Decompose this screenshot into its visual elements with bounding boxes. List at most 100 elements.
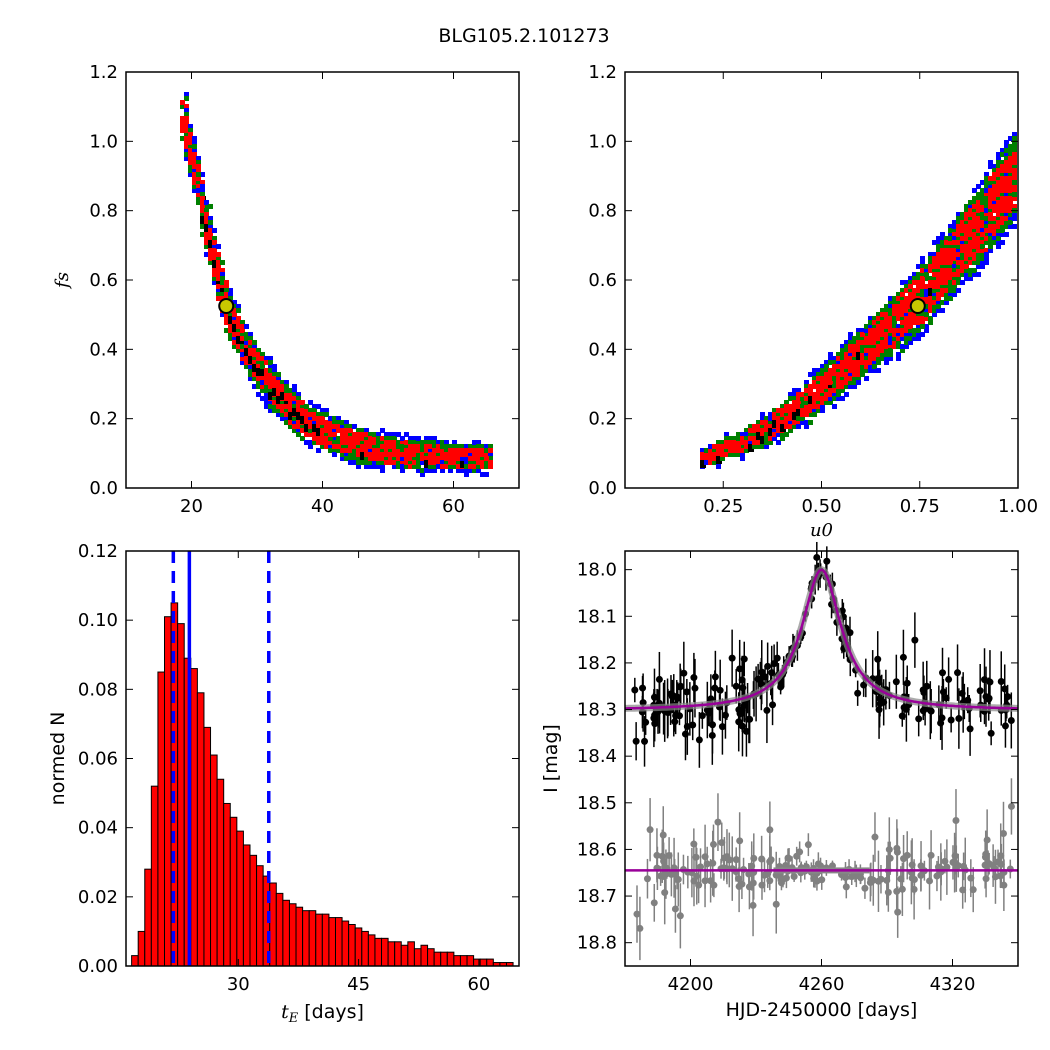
posterior-cell: [884, 360, 889, 365]
posterior-cell: [776, 416, 781, 421]
chain-sample: [204, 224, 210, 232]
posterior-cell: [324, 428, 329, 433]
posterior-cell: [720, 444, 725, 449]
posterior-cell: [764, 432, 769, 437]
posterior-cell: [956, 220, 961, 225]
posterior-cell: [348, 448, 353, 453]
posterior-cell: [808, 392, 813, 397]
histogram-bar: [367, 934, 376, 967]
posterior-cell: [468, 448, 473, 453]
posterior-cell: [948, 236, 953, 241]
posterior-cell: [364, 436, 369, 441]
posterior-cell: [964, 204, 969, 209]
posterior-cell: [876, 336, 881, 341]
posterior-cell: [396, 464, 401, 469]
posterior-cell: [928, 304, 933, 309]
posterior-cell: [388, 436, 393, 441]
posterior-cell: [192, 148, 197, 153]
posterior-cell: [728, 452, 733, 457]
residual-point: [703, 860, 711, 868]
posterior-cell: [800, 404, 805, 409]
data-point: [672, 712, 680, 720]
posterior-cell: [188, 160, 193, 165]
x-tick-label: 0.50: [801, 496, 841, 517]
posterior-cell: [356, 428, 361, 433]
posterior-cell: [204, 220, 209, 225]
posterior-cell: [804, 392, 809, 397]
posterior-cell: [284, 408, 289, 413]
posterior-cell: [888, 336, 893, 341]
posterior-cell: [976, 196, 981, 201]
posterior-cell: [932, 312, 937, 317]
posterior-cell: [188, 172, 193, 177]
posterior-cell: [332, 440, 337, 445]
posterior-cell: [880, 320, 885, 325]
posterior-cell: [216, 244, 221, 249]
posterior-cell: [792, 392, 797, 397]
residual-point: [908, 874, 916, 882]
posterior-cell: [180, 128, 185, 133]
posterior-cell: [868, 360, 873, 365]
posterior-cell: [772, 408, 777, 413]
posterior-cell: [356, 440, 361, 445]
posterior-cell: [996, 160, 1001, 165]
posterior-cell: [956, 216, 961, 221]
posterior-cell: [988, 236, 993, 241]
posterior-cell: [792, 388, 797, 393]
posterior-cell: [308, 400, 313, 405]
posterior-cell: [972, 252, 977, 257]
posterior-cell: [928, 296, 933, 301]
posterior-cell: [380, 468, 385, 473]
posterior-cell: [320, 408, 325, 413]
posterior-cell: [332, 448, 337, 453]
posterior-cell: [484, 472, 489, 477]
posterior-cell: [324, 420, 329, 425]
posterior-cell: [992, 224, 997, 229]
posterior-cell: [224, 320, 229, 325]
posterior-cell: [276, 384, 281, 389]
posterior-cell: [380, 456, 385, 461]
posterior-cell: [840, 356, 845, 361]
posterior-cell: [268, 404, 273, 409]
posterior-cell: [872, 360, 877, 365]
posterior-cell: [220, 260, 225, 265]
posterior-cell: [988, 192, 993, 197]
histogram-bar: [341, 920, 350, 967]
posterior-cell: [988, 228, 993, 233]
posterior-cell: [844, 376, 849, 381]
posterior-cell: [1004, 216, 1009, 221]
posterior-cell: [992, 184, 997, 189]
posterior-cell: [920, 280, 925, 285]
chain-sample: [756, 432, 762, 440]
posterior-cell: [1008, 212, 1013, 217]
posterior-cell: [344, 452, 349, 457]
posterior-cell: [1004, 196, 1009, 201]
posterior-cell: [336, 424, 341, 429]
posterior-cell: [888, 316, 893, 321]
posterior-cell: [996, 188, 1001, 193]
posterior-cell: [228, 328, 233, 333]
data-point: [1001, 685, 1009, 693]
posterior-cell: [336, 416, 341, 421]
posterior-cell: [360, 440, 365, 445]
posterior-cell: [304, 416, 309, 421]
posterior-cell: [304, 420, 309, 425]
posterior-cell: [1012, 184, 1017, 189]
posterior-cell: [452, 452, 457, 457]
histogram-bar: [137, 930, 146, 967]
posterior-cell: [372, 460, 377, 465]
posterior-cell: [764, 444, 769, 449]
histogram-bar: [236, 830, 244, 967]
posterior-cell: [704, 452, 709, 457]
posterior-cell: [360, 432, 365, 437]
posterior-cell: [1012, 168, 1017, 173]
posterior-cell: [196, 184, 201, 189]
data-point: [911, 636, 919, 644]
posterior-cell: [280, 404, 285, 409]
posterior-cell: [972, 216, 977, 221]
posterior-cell: [300, 412, 305, 417]
posterior-cell: [300, 436, 305, 441]
posterior-cell: [216, 268, 221, 273]
posterior-cell: [980, 192, 985, 197]
posterior-cell: [200, 188, 205, 193]
